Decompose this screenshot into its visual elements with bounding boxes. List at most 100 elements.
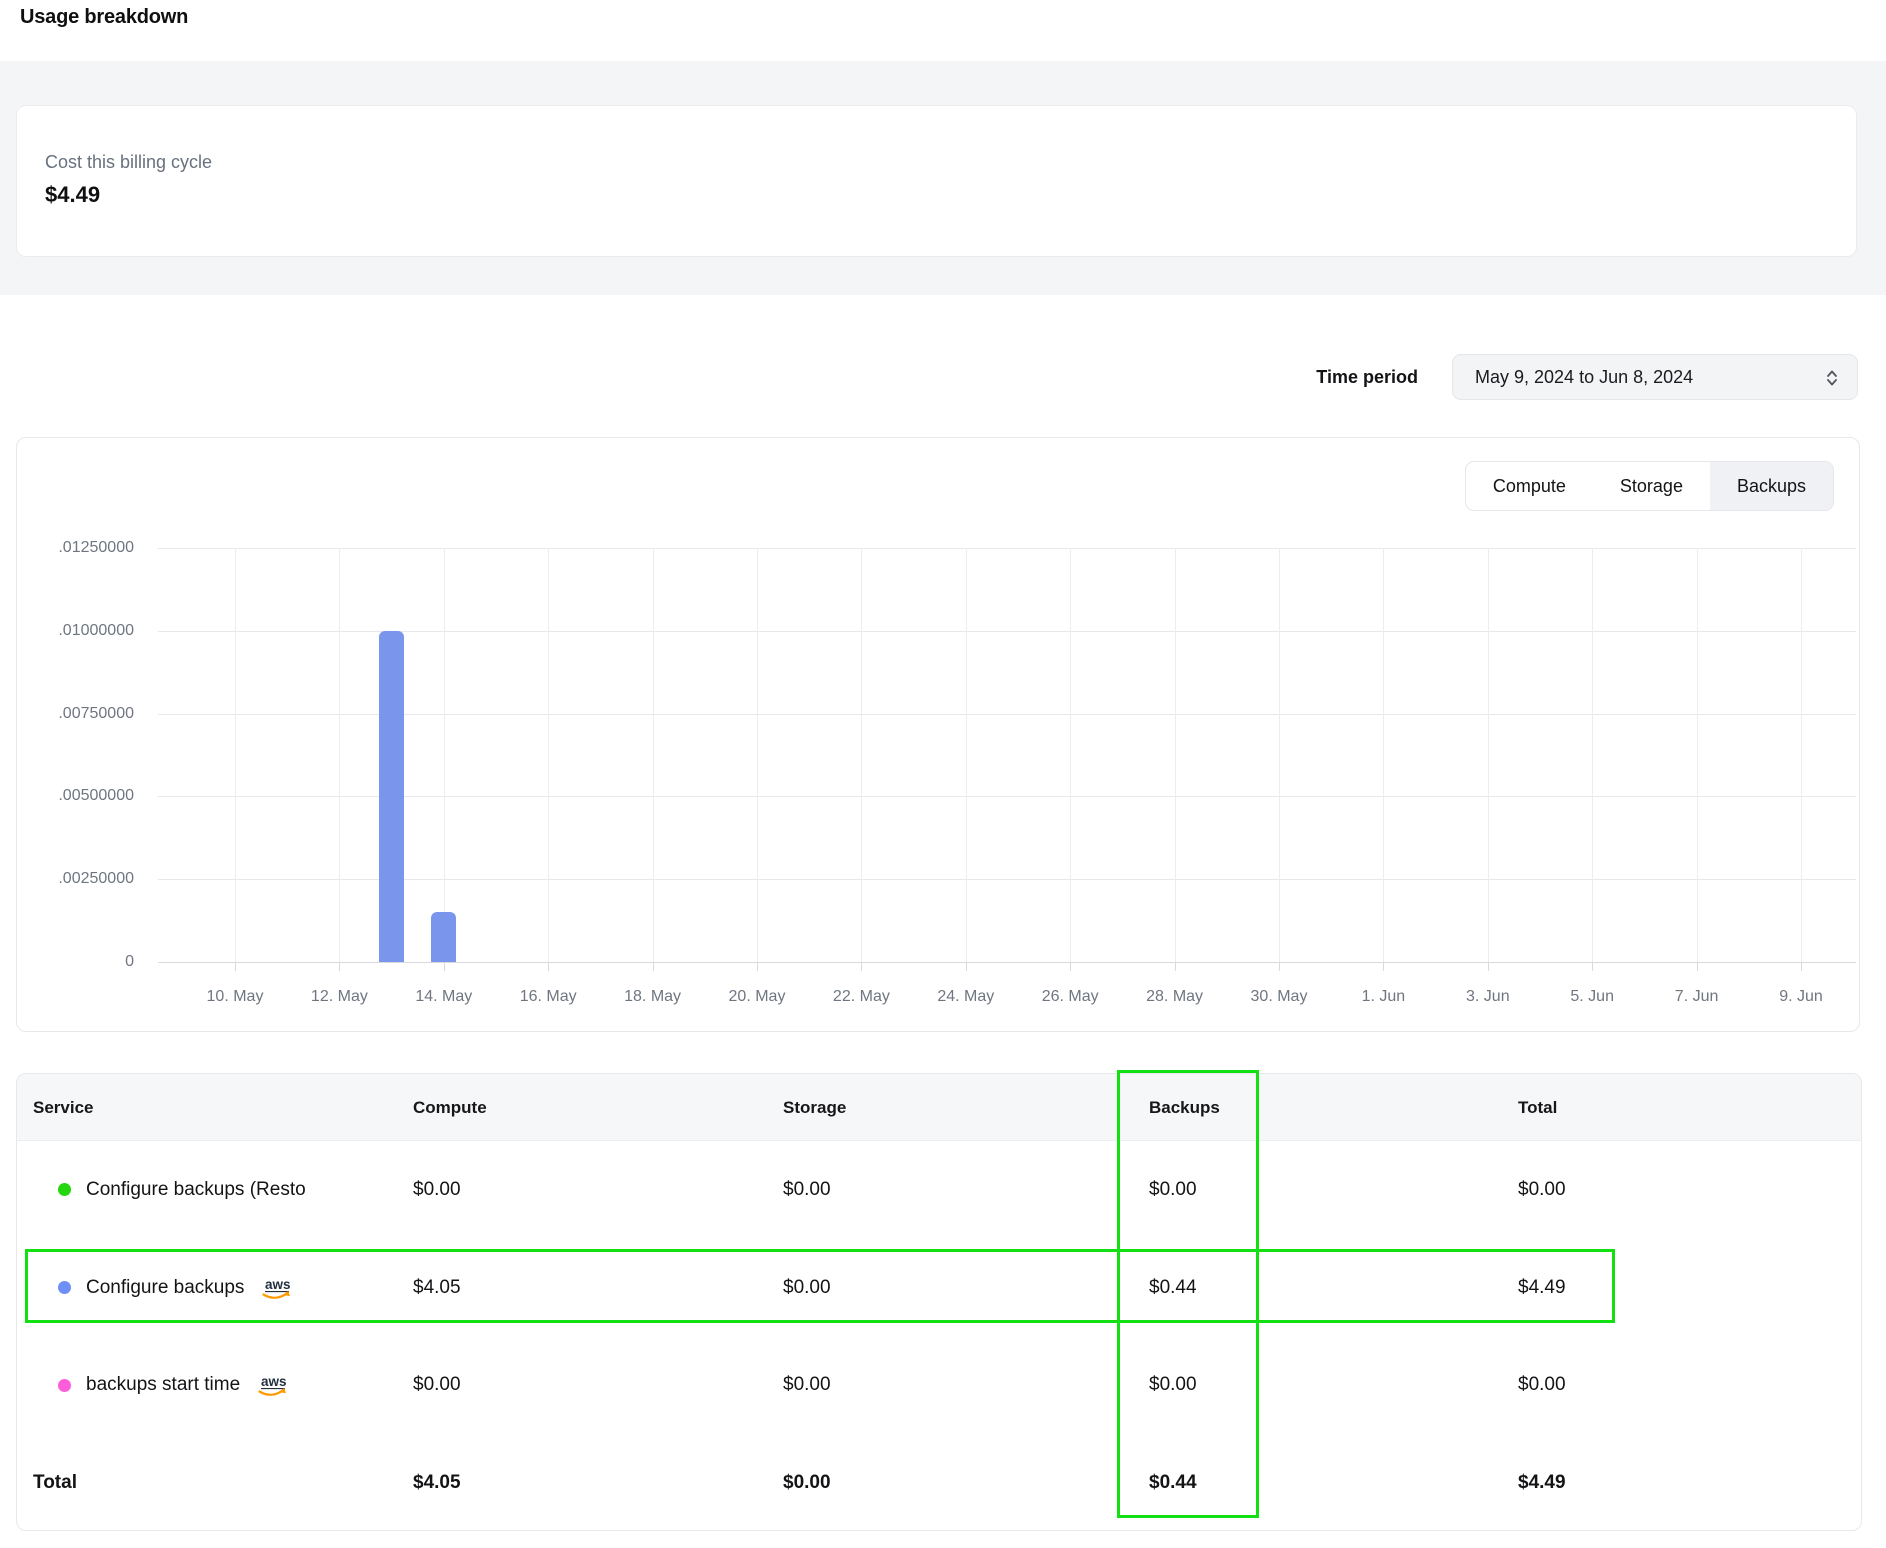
legend-dot xyxy=(58,1183,71,1196)
usage-table-card: ServiceComputeStorageBackupsTotal Config… xyxy=(16,1073,1862,1531)
x-axis-tickmark xyxy=(1801,962,1802,971)
x-axis-tick-label: 18. May xyxy=(601,987,705,1007)
gridline-x xyxy=(1383,548,1384,962)
x-axis-tick-label: 28. May xyxy=(1123,987,1227,1007)
x-axis-tick-label: 20. May xyxy=(705,987,809,1007)
cell-total: $0.00 xyxy=(1518,1141,1566,1239)
cell-backups: $0.44 xyxy=(1149,1434,1197,1531)
cell-storage: $0.00 xyxy=(783,1337,831,1435)
legend-dot xyxy=(58,1379,71,1392)
x-axis-tickmark xyxy=(444,962,445,971)
x-axis-tick-label: 30. May xyxy=(1227,987,1331,1007)
x-axis-tick-label: 7. Jun xyxy=(1645,987,1749,1007)
service-name: Configure backups (Resto xyxy=(86,1179,306,1201)
time-period-select[interactable]: May 9, 2024 to Jun 8, 2024 xyxy=(1452,354,1858,400)
y-axis-tick-label: .00750000 xyxy=(17,704,134,724)
billing-cycle-cost-value: $4.49 xyxy=(45,182,100,208)
cell-storage: $0.00 xyxy=(783,1239,831,1337)
gridline-x xyxy=(235,548,236,962)
cell-total: $4.49 xyxy=(1518,1434,1566,1531)
usage-chart-card: ComputeStorageBackups .01250000.01000000… xyxy=(16,437,1860,1032)
legend-dot xyxy=(58,1281,71,1294)
x-axis-tick-label: 3. Jun xyxy=(1436,987,1540,1007)
gridline-x xyxy=(966,548,967,962)
x-axis-tickmark xyxy=(1488,962,1489,971)
summary-band: Cost this billing cycle $4.49 xyxy=(0,61,1886,295)
x-axis-tickmark xyxy=(339,962,340,971)
x-axis-tick-label: 24. May xyxy=(914,987,1018,1007)
gridline-x xyxy=(548,548,549,962)
y-axis-tick-label: .00250000 xyxy=(17,869,134,889)
cell-storage: $0.00 xyxy=(783,1434,831,1531)
x-axis-tickmark xyxy=(757,962,758,971)
usage-bar-13-may xyxy=(379,631,404,962)
table-total-row: Total $4.05 $0.00 $0.44 $4.49 xyxy=(17,1434,1861,1531)
svg-text:aws: aws xyxy=(261,1374,287,1389)
svg-text:aws: aws xyxy=(265,1277,291,1292)
gridline-x xyxy=(1592,548,1593,962)
gridline-x xyxy=(1801,548,1802,962)
gridline-x xyxy=(1488,548,1489,962)
cell-storage: $0.00 xyxy=(783,1141,831,1239)
cell-compute: $0.00 xyxy=(413,1337,461,1435)
total-row-label: Total xyxy=(33,1434,77,1531)
aws-logo-icon: aws xyxy=(255,1374,291,1400)
x-axis-tickmark xyxy=(653,962,654,971)
cell-total: $0.00 xyxy=(1518,1337,1566,1435)
x-axis-tickmark xyxy=(966,962,967,971)
gridline-y xyxy=(158,714,1856,715)
service-name: backups start time xyxy=(86,1374,240,1396)
x-axis-tickmark xyxy=(1383,962,1384,971)
x-axis-tickmark xyxy=(548,962,549,971)
gridline-x xyxy=(1279,548,1280,962)
gridline-y xyxy=(158,631,1856,632)
gridline-x xyxy=(444,548,445,962)
y-axis-tick-label: .00500000 xyxy=(17,786,134,806)
gridline-x xyxy=(1070,548,1071,962)
x-axis-tickmark xyxy=(1279,962,1280,971)
x-axis-tickmark xyxy=(1070,962,1071,971)
cell-compute: $4.05 xyxy=(413,1434,461,1531)
service-name: Configure backups xyxy=(86,1277,244,1299)
x-axis-tick-label: 12. May xyxy=(287,987,391,1007)
table-body: Configure backups (Resto$0.00$0.00$0.00$… xyxy=(17,1074,1861,1530)
y-axis-tick-label: .01000000 xyxy=(17,621,134,641)
usage-bar-14-may xyxy=(431,912,456,962)
x-axis-tick-label: 10. May xyxy=(183,987,287,1007)
cell-compute: $4.05 xyxy=(413,1239,461,1337)
x-axis-tick-label: 1. Jun xyxy=(1331,987,1435,1007)
x-axis-tickmark xyxy=(861,962,862,971)
service-cell: Configure backups aws xyxy=(58,1239,295,1337)
gridline-x xyxy=(861,548,862,962)
x-axis-tick-label: 26. May xyxy=(1018,987,1122,1007)
service-cell: Configure backups (Resto xyxy=(58,1141,306,1239)
time-period-value: May 9, 2024 to Jun 8, 2024 xyxy=(1475,367,1693,388)
x-axis-tickmark xyxy=(1697,962,1698,971)
gridline-x xyxy=(1175,548,1176,962)
time-period-label: Time period xyxy=(1316,354,1418,400)
cell-total: $4.49 xyxy=(1518,1239,1566,1337)
x-axis-tick-label: 9. Jun xyxy=(1749,987,1853,1007)
billing-cycle-cost-label: Cost this billing cycle xyxy=(45,152,212,173)
gridline-y xyxy=(158,879,1856,880)
cell-compute: $0.00 xyxy=(413,1141,461,1239)
billing-cycle-cost-card: Cost this billing cycle $4.49 xyxy=(16,105,1857,257)
gridline-x xyxy=(339,548,340,962)
x-axis-tick-label: 22. May xyxy=(809,987,913,1007)
service-cell: backups start time aws xyxy=(58,1337,291,1435)
x-axis-tick-label: 16. May xyxy=(496,987,600,1007)
y-axis-tick-label: 0 xyxy=(17,952,134,972)
gridline-y xyxy=(158,796,1856,797)
cell-backups: $0.44 xyxy=(1149,1239,1197,1337)
page-title: Usage breakdown xyxy=(20,6,188,29)
table-row: backups start time aws $0.00 $0.00 $0.00 $0… xyxy=(17,1337,1861,1435)
gridline-x xyxy=(1697,548,1698,962)
cell-backups: $0.00 xyxy=(1149,1337,1197,1435)
table-row: Configure backups (Resto$0.00$0.00$0.00$… xyxy=(17,1141,1861,1239)
gridline-x xyxy=(757,548,758,962)
table-row: Configure backups aws $4.05 $0.00 $0.44 $4.… xyxy=(17,1239,1861,1337)
gridline-y xyxy=(158,548,1856,549)
x-axis-tickmark xyxy=(235,962,236,971)
x-axis-tick-label: 5. Jun xyxy=(1540,987,1644,1007)
chart-plot: .01250000.01000000.00750000.00500000.002… xyxy=(17,438,1859,1031)
